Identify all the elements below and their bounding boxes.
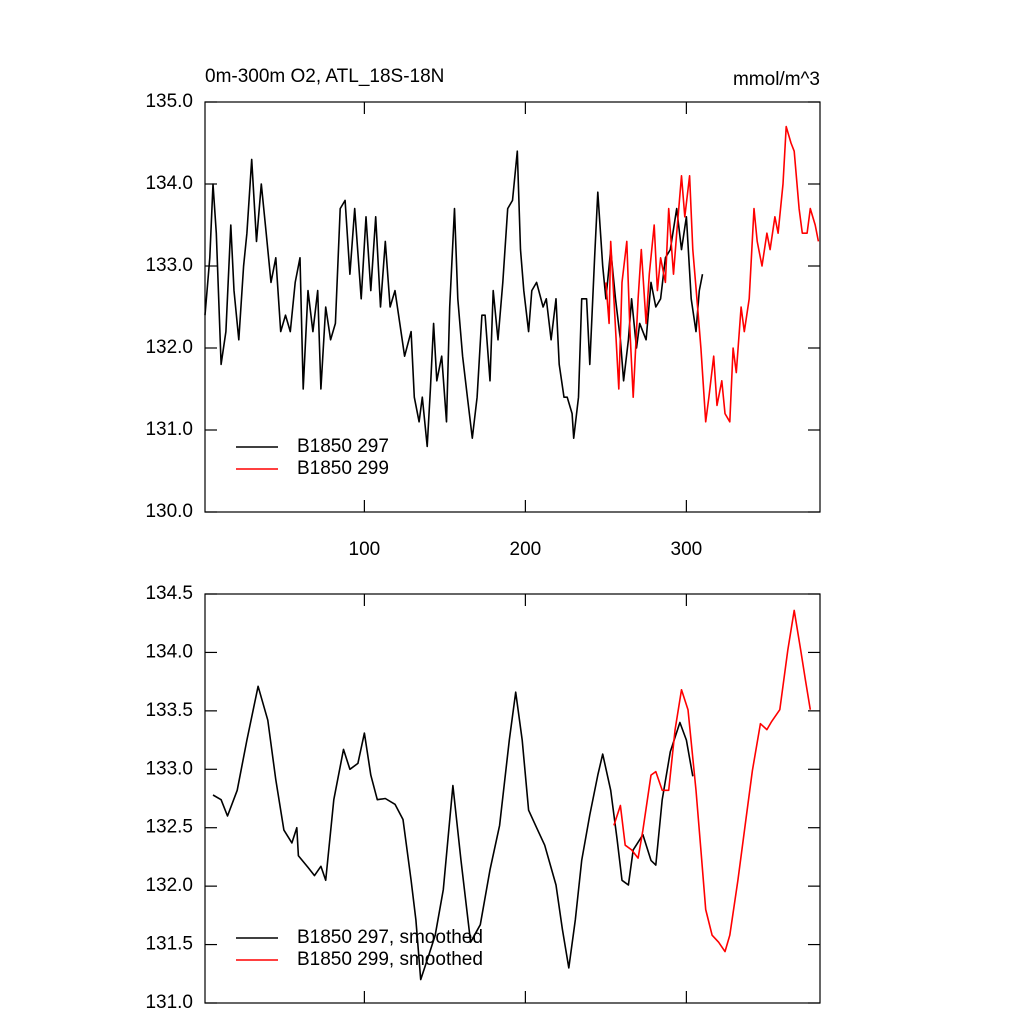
- series-line: [212, 685, 694, 981]
- series-line: [204, 150, 704, 448]
- y-tick-label: 130.0: [145, 501, 193, 522]
- y-tick-label: 131.0: [145, 992, 193, 1013]
- y-tick-label: 131.5: [145, 934, 193, 955]
- legend-label: B1850 297, smoothed: [297, 927, 483, 948]
- y-tick-label: 134.5: [145, 583, 193, 604]
- legend-label: B1850 299, smoothed: [297, 949, 483, 970]
- y-tick-label: 132.0: [145, 875, 193, 896]
- y-tick-label: 133.0: [145, 255, 193, 276]
- x-tick-label: 200: [510, 539, 542, 560]
- y-tick-label: 132.0: [145, 337, 193, 358]
- y-tick-label: 133.0: [145, 758, 193, 779]
- chart-title: 0m-300m O2, ATL_18S-18N: [205, 66, 444, 87]
- y-tick-label: 133.5: [145, 700, 193, 721]
- y-tick-label: 134.0: [145, 173, 193, 194]
- series-line: [605, 125, 820, 423]
- y-tick-label: 131.0: [145, 419, 193, 440]
- plot-frame: [204, 593, 821, 1004]
- legend-label: B1850 297: [297, 436, 389, 457]
- legend-label: B1850 299: [297, 458, 389, 479]
- y-tick-label: 135.0: [145, 91, 193, 112]
- x-tick-label: 300: [671, 539, 703, 560]
- y-tick-label: 132.5: [145, 817, 193, 838]
- series-line: [613, 609, 812, 953]
- y-tick-label: 134.0: [145, 641, 193, 662]
- units-label: mmol/m^3: [733, 69, 820, 90]
- x-tick-label: 100: [349, 539, 381, 560]
